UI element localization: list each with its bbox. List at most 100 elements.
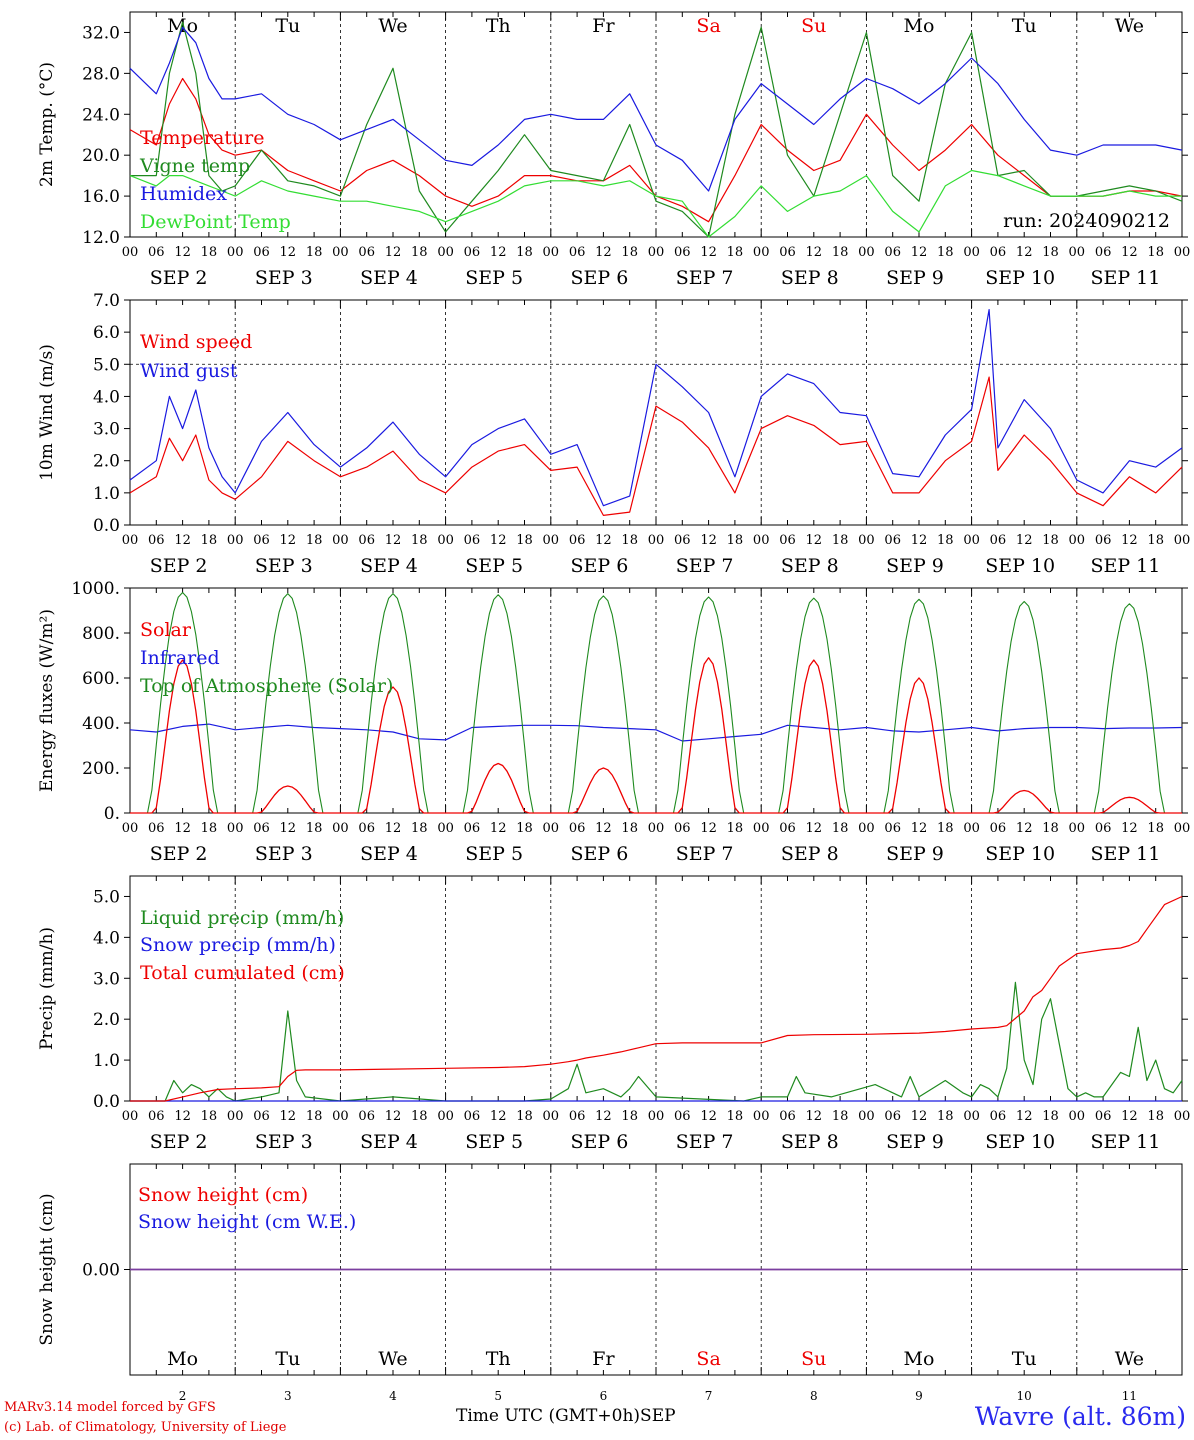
hour-tick-label: 06 — [358, 821, 375, 836]
y-tick-label: 7.0 — [93, 291, 120, 311]
hour-tick-label: 06 — [674, 533, 691, 548]
day-number-label: 10 — [1017, 1389, 1032, 1403]
date-label: SEP 9 — [886, 267, 944, 289]
hour-tick-label: 12 — [1121, 821, 1138, 836]
date-label: SEP 3 — [255, 843, 313, 865]
hour-tick-label: 00 — [1174, 533, 1191, 548]
hour-tick-label: 12 — [806, 533, 823, 548]
hour-tick-label: 18 — [1042, 821, 1059, 836]
panel-4: 0.0 1.0 2.0 3.0 4.0 5.0 Precip (mm/h) 00 06 12 18 S… — [37, 875, 1191, 1153]
hour-tick-label: 12 — [595, 533, 612, 548]
date-label: SEP 10 — [985, 555, 1055, 577]
hour-tick-label: 12 — [595, 821, 612, 836]
series-line-liquid-precip-mm-h- — [130, 981, 1183, 1102]
hour-tick-label: 18 — [1147, 821, 1164, 836]
station-title: Wavre (alt. 86m) — [974, 1402, 1186, 1431]
y-tick-label: 0.0 — [93, 516, 120, 536]
hour-tick-label: 06 — [569, 245, 586, 260]
hour-tick-label: 00 — [963, 533, 980, 548]
weekday-label: Fr — [592, 1348, 615, 1370]
hour-tick-label: 06 — [1095, 533, 1112, 548]
panel-5: 0.00 Snow height (cm) Mo 2 Tu 3 We 4 Th 5 Fr 6 Sa 7 Su… — [37, 1163, 1188, 1403]
y-tick-label: 28.0 — [82, 64, 120, 84]
date-label: SEP 2 — [150, 555, 208, 577]
y-tick-label: 20.0 — [82, 146, 120, 166]
hour-tick-label: 12 — [911, 245, 928, 260]
copyright-credit: (c) Lab. of Climatology, University of L… — [4, 1420, 287, 1435]
hour-tick-label: 00 — [1174, 1109, 1191, 1124]
date-label: SEP 9 — [886, 555, 944, 577]
hour-tick-label: 06 — [464, 533, 481, 548]
date-label: SEP 4 — [360, 843, 418, 865]
hour-tick-label: 00 — [332, 1109, 349, 1124]
weekday-label: Fr — [592, 15, 615, 37]
date-label: SEP 4 — [360, 1131, 418, 1153]
day-number-label: 5 — [494, 1389, 502, 1403]
hour-tick-label: 18 — [937, 245, 954, 260]
date-label: SEP 5 — [465, 1131, 523, 1153]
hour-tick-label: 12 — [1121, 533, 1138, 548]
date-label: SEP 3 — [255, 555, 313, 577]
hour-tick-label: 00 — [963, 821, 980, 836]
hour-tick-label: 00 — [648, 821, 665, 836]
hour-tick-label: 06 — [1095, 245, 1112, 260]
date-label: SEP 9 — [886, 843, 944, 865]
hour-tick-label: 06 — [148, 821, 165, 836]
hour-tick-label: 12 — [280, 821, 297, 836]
date-label: SEP 7 — [676, 843, 734, 865]
hour-tick-label: 06 — [253, 245, 270, 260]
y-tick-label: 32.0 — [82, 23, 120, 43]
hour-tick-label: 12 — [490, 533, 507, 548]
hour-tick-label: 00 — [753, 1109, 770, 1124]
date-label: SEP 4 — [360, 555, 418, 577]
legend-entry: Snow height (cm W.E.) — [138, 1211, 356, 1233]
panel-2: 0.0 1.0 2.0 3.0 4.0 5.0 6.0 7.0 10m Wind (m/s) 00… — [37, 291, 1190, 577]
y-tick-label: 4.0 — [93, 387, 120, 407]
hour-tick-label: 00 — [122, 1109, 139, 1124]
legend-entry: Wind gust — [140, 360, 238, 382]
hour-tick-label: 06 — [358, 533, 375, 548]
hour-tick-label: 06 — [884, 821, 901, 836]
weekday-label: Sa — [696, 1348, 720, 1370]
y-tick-label: 5.0 — [93, 887, 120, 907]
hour-tick-label: 00 — [227, 533, 244, 548]
day-number-label: 3 — [284, 1389, 292, 1403]
time-utc-label: Time UTC (GMT+0h) — [456, 1406, 641, 1426]
hour-tick-label: 18 — [621, 821, 638, 836]
date-label: SEP 10 — [985, 267, 1055, 289]
y-tick-label: 200. — [82, 759, 120, 779]
date-label: SEP 5 — [465, 555, 523, 577]
hour-tick-label: 18 — [621, 533, 638, 548]
hour-tick-label: 00 — [1069, 1109, 1086, 1124]
hour-tick-label: 18 — [306, 245, 323, 260]
date-label: SEP 7 — [676, 555, 734, 577]
date-label: SEP 8 — [781, 267, 839, 289]
series-line-total-cumulated-cm- — [130, 895, 1183, 1102]
hour-tick-label: 18 — [937, 821, 954, 836]
hour-tick-label: 00 — [122, 533, 139, 548]
hour-tick-label: 00 — [227, 1109, 244, 1124]
date-label: SEP 10 — [985, 1131, 1055, 1153]
panel-1: 12.0 16.0 20.0 24.0 28.0 32.0 2m Temp. (°C) 00 0… — [37, 11, 1190, 289]
day-number-label: 4 — [389, 1389, 397, 1403]
series-line-humidex — [129, 26, 1183, 192]
hour-tick-label: 12 — [1121, 1109, 1138, 1124]
hour-tick-label: 12 — [385, 533, 402, 548]
hour-tick-label: 12 — [595, 245, 612, 260]
hour-tick-label: 18 — [1042, 1109, 1059, 1124]
y-tick-label: 600. — [82, 669, 120, 689]
day-number-label: 11 — [1122, 1389, 1137, 1403]
hour-tick-label: 06 — [569, 533, 586, 548]
hour-tick-label: 06 — [358, 245, 375, 260]
hour-tick-label: 00 — [753, 533, 770, 548]
hour-tick-label: 12 — [174, 533, 191, 548]
date-label: SEP 5 — [465, 843, 523, 865]
hour-tick-label: 00 — [1069, 821, 1086, 836]
hour-tick-label: 12 — [280, 245, 297, 260]
y-tick-label: 16.0 — [82, 187, 120, 207]
hour-tick-label: 06 — [779, 1109, 796, 1124]
hour-tick-label: 00 — [858, 245, 875, 260]
y-tick-label: 2.0 — [93, 452, 120, 472]
hour-tick-label: 00 — [963, 1109, 980, 1124]
hour-tick-label: 12 — [280, 1109, 297, 1124]
